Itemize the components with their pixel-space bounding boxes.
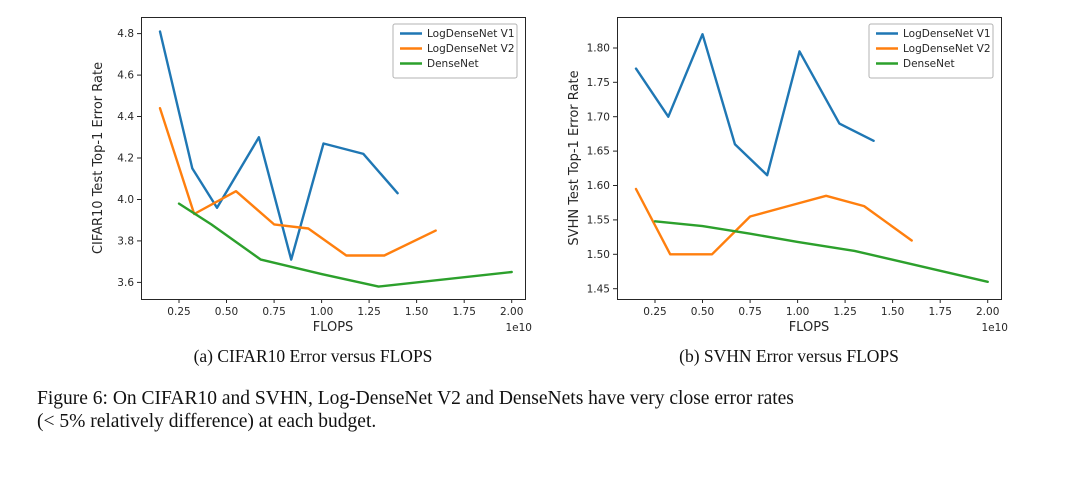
y-tick-label: 1.65 [587,146,610,158]
svhn-error-chart: 0.25 0.50 0.75 1.00 1.25 1.50 1.75 2.00 1.45 1.50… [567,17,1008,335]
figure-caption-line2: (< 5% relatively difference) at each bud… [37,411,377,433]
series-line-densenet [177,202,513,288]
x-tick-label: 0.50 [691,306,714,318]
cifar10-error-chart: 0.25 0.50 0.75 1.00 1.25 1.50 1.75 2.00 3.6 3.8 4.… [91,17,532,335]
figure-cifar10: 0.25 0.50 0.75 1.00 1.25 1.50 1.75 2.00 3.6 3.8 4.… [88,4,538,367]
y-tick-label: 4.6 [117,70,134,82]
x-tick-label: 1.25 [833,306,856,318]
legend-label: LogDenseNet V2 [903,43,991,55]
plot-border [141,17,526,300]
y-tick-label: 1.50 [587,249,610,261]
y-tick-label: 1.70 [587,111,610,123]
x-tick-label: 0.50 [215,306,238,318]
legend [868,23,994,79]
plot-border [617,17,1002,300]
y-tick-label: 1.45 [587,283,610,295]
x-tick-label: 1.00 [786,306,809,318]
figure-caption: Figure 6: On CIFAR10 and SVHN, Log-Dense… [37,387,1040,434]
legend-label: LogDenseNet V1 [903,28,991,40]
x-tick-label: 1.50 [405,306,428,318]
series-line-logdensenet-v2 [158,106,437,257]
subcaption-svhn: (b) SVHN Error versus FLOPS [679,346,899,366]
x-tick-label: 2.00 [976,306,999,318]
x-tick-label: 0.75 [738,306,761,318]
legend-label: LogDenseNet V1 [427,28,515,40]
y-tick-label: 1.80 [587,43,610,55]
figure-svhn: 0.25 0.50 0.75 1.00 1.25 1.50 1.75 2.00 1.45 1.50… [564,4,1014,367]
y-axis-label: CIFAR10 Test Top-1 Error Rate [91,62,106,254]
y-axis-label: SVHN Test Top-1 Error Rate [567,70,582,245]
y-tick-label: 1.55 [587,215,610,227]
legend [392,23,518,79]
series-line-logdensenet-v1 [158,30,399,261]
x-tick-label: 0.75 [262,306,285,318]
y-tick-label: 4.8 [117,28,134,40]
legend-label: DenseNet [903,58,955,70]
x-axis-label: FLOPS [313,320,354,335]
x-tick-label: 0.25 [167,306,190,318]
subcaption-cifar10: (a) CIFAR10 Error versus FLOPS [193,346,433,366]
x-tick-label: 1.75 [929,306,952,318]
x-tick-label: 1.75 [453,306,476,318]
x-offset-label: 1e10 [505,322,532,334]
x-tick-label: 0.25 [643,306,666,318]
series-line-densenet [653,220,989,283]
y-tick-label: 4.4 [117,111,134,123]
legend-label: DenseNet [427,58,479,70]
figure-caption-line1: Figure 6: On CIFAR10 and SVHN, Log-Dense… [37,388,794,409]
figures-row: 0.25 0.50 0.75 1.00 1.25 1.50 1.75 2.00 3.6 3.8 4.… [88,4,1014,367]
x-tick-label: 1.00 [310,306,333,318]
y-tick-label: 1.60 [587,180,610,192]
y-tick-label: 4.0 [117,194,134,206]
y-tick-label: 3.6 [117,277,134,289]
x-tick-label: 1.25 [357,306,380,318]
legend-label: LogDenseNet V2 [427,43,515,55]
x-axis-label: FLOPS [789,320,830,335]
series-line-logdensenet-v1 [634,33,875,177]
y-tick-label: 3.8 [117,236,134,248]
y-tick-label: 1.75 [587,77,610,89]
y-tick-label: 4.2 [117,153,134,165]
series-line-logdensenet-v2 [634,187,913,256]
x-offset-label: 1e10 [981,322,1008,334]
x-tick-label: 1.50 [881,306,904,318]
x-tick-label: 2.00 [500,306,523,318]
